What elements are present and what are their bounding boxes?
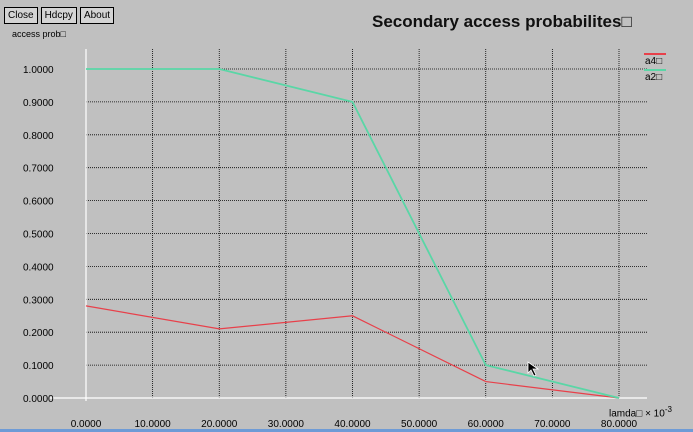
x-tick-label: 10.0000 (135, 419, 172, 430)
series-lines (85, 68, 620, 399)
legend-label-a2: a2□ (645, 72, 663, 83)
x-tick-label: 80.0000 (601, 419, 638, 430)
about-button[interactable]: About (79, 7, 115, 24)
y-tick-label: 0.7000 (23, 164, 54, 175)
y-tick-label: 1.0000 (23, 65, 54, 76)
x-axis-label: lamda□ (609, 408, 643, 420)
y-tick-label: 0.9000 (23, 98, 54, 109)
x-axis-unit: lamda□ × 10-3 (609, 405, 672, 419)
x-tick-label: 40.0000 (334, 419, 371, 430)
y-tick-label: 0.2000 (23, 328, 54, 339)
hardcopy-button[interactable]: Hdcpy (40, 7, 77, 24)
x-tick-label: 0.0000 (71, 419, 102, 430)
legend-swatch-a4 (644, 53, 666, 55)
legend-item-a2: a2□ (644, 69, 690, 85)
chart-title: Secondary access probabilites□ (372, 12, 632, 31)
axes (50, 49, 647, 401)
grid (86, 49, 647, 398)
x-tick-label: 20.0000 (201, 419, 238, 430)
legend: a4□ a2□ (644, 53, 690, 85)
y-tick-label: 0.6000 (23, 197, 54, 208)
legend-label-a4: a4□ (645, 56, 663, 67)
mouse-pointer-icon (527, 361, 543, 382)
close-button[interactable]: Close (4, 7, 38, 24)
x-axis-scale: × 10 (645, 408, 665, 420)
y-tick-label: 0.3000 (23, 295, 54, 306)
legend-item-a4: a4□ (644, 53, 690, 69)
toolbar: Close Hdcpy About (4, 7, 115, 24)
y-axis-label: access prob□ (12, 29, 66, 39)
x-tick-labels: 0.0000 10.0000 20.0000 30.0000 40.0000 50.000… (71, 419, 638, 430)
y-tick-labels: 0.0000 0.1000 0.2000 0.3000 0.4000 0.5000 0.60… (23, 65, 54, 405)
x-tick-label: 50.0000 (401, 419, 438, 430)
y-tick-label: 0.1000 (23, 361, 54, 372)
y-tick-label: 0.5000 (23, 230, 54, 241)
y-tick-label: 0.4000 (23, 262, 54, 273)
legend-swatch-a2 (644, 69, 666, 71)
x-tick-label: 60.0000 (468, 419, 505, 430)
y-tick-label: 0.8000 (23, 131, 54, 142)
y-tick-label: 0.0000 (23, 394, 54, 405)
x-tick-label: 30.0000 (268, 419, 305, 430)
bottom-edge (0, 429, 693, 432)
x-axis-exponent: -3 (664, 405, 672, 414)
x-tick-label: 70.0000 (534, 419, 571, 430)
